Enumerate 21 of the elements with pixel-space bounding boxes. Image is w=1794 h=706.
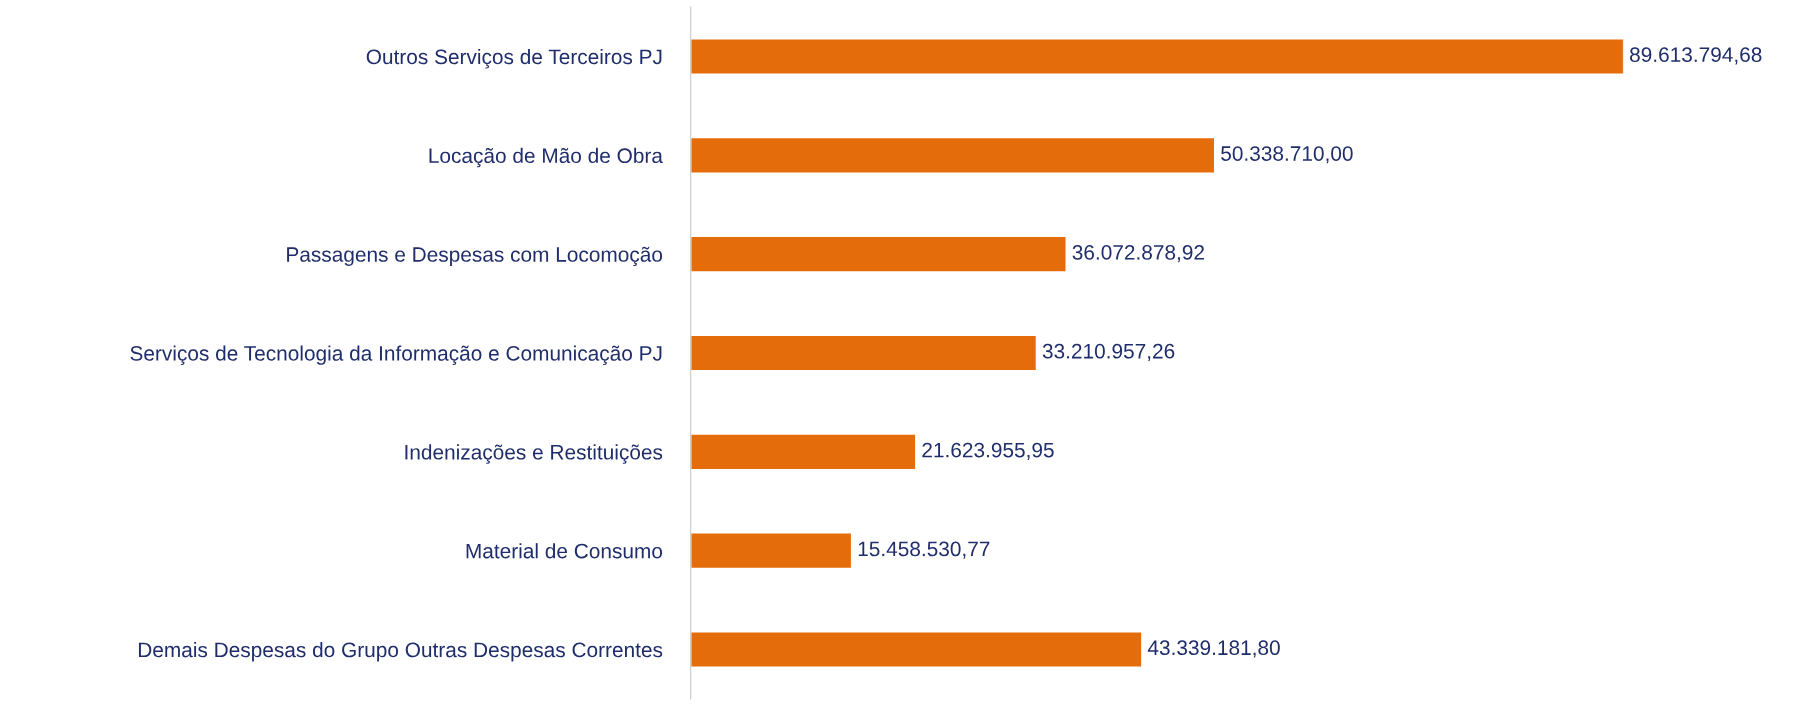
data-label: 15.458.530,77	[858, 541, 990, 559]
y-tick-label: Demais Despesas do Grupo Outras Despesas Correntes	[138, 641, 663, 662]
data-label: 36.072.878,92	[1072, 245, 1204, 263]
bar	[690, 37, 1624, 75]
data-label: 89.613.794,68	[1630, 47, 1762, 65]
data-label: 21.623.955,95	[922, 442, 1054, 460]
y-tick-label: Material de Consumo	[466, 543, 663, 559]
bar	[690, 433, 917, 471]
bar	[690, 334, 1038, 372]
bar	[690, 136, 1216, 174]
bar	[690, 532, 853, 570]
bar	[690, 235, 1067, 273]
y-tick-label: Serviços de Tecnologia da Informação e Comunicação PJ	[130, 345, 662, 365]
data-label: 43.339.181,80	[1147, 640, 1280, 658]
y-tick-label: Locação de Mão de Obra	[429, 147, 663, 168]
bar	[690, 631, 1143, 669]
y-tick-label: Outros Serviços de Terceiros PJ	[366, 48, 662, 69]
data-label: 50.338.710,00	[1221, 146, 1353, 164]
y-tick-label: Indenizações e Restituições	[405, 444, 663, 464]
data-label: 33.210.957,26	[1042, 343, 1175, 362]
y-tick-label: Passagens e Despesas com Locomoção	[287, 246, 663, 267]
